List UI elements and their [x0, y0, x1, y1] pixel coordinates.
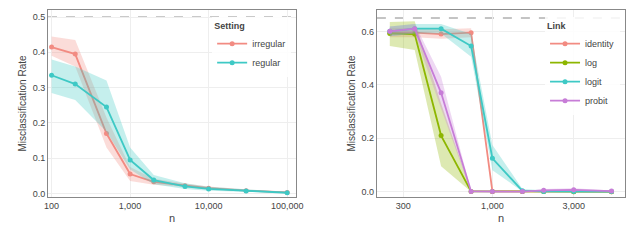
- svg-text:1,000: 1,000: [481, 201, 504, 211]
- svg-text:0.4: 0.4: [362, 80, 375, 90]
- svg-text:300: 300: [396, 201, 411, 211]
- svg-text:0.2: 0.2: [362, 133, 375, 143]
- svg-text:Misclassification Rate: Misclassification Rate: [17, 55, 28, 152]
- svg-text:irregular: irregular: [252, 39, 285, 49]
- svg-text:n: n: [169, 212, 175, 224]
- svg-text:n: n: [498, 212, 504, 224]
- svg-text:0.5: 0.5: [33, 12, 46, 22]
- svg-text:0.6: 0.6: [362, 27, 375, 37]
- svg-text:Misclassification Rate: Misclassification Rate: [346, 55, 357, 152]
- svg-text:Link: Link: [547, 21, 566, 31]
- svg-text:10,000: 10,000: [195, 201, 223, 211]
- svg-text:logit: logit: [585, 77, 602, 87]
- svg-text:0.4: 0.4: [33, 47, 46, 57]
- svg-text:0.0: 0.0: [362, 187, 375, 197]
- svg-text:0.2: 0.2: [33, 118, 46, 128]
- svg-text:100,000: 100,000: [271, 201, 304, 211]
- svg-text:identity: identity: [585, 39, 614, 49]
- svg-text:100: 100: [44, 201, 59, 211]
- svg-text:1,000: 1,000: [119, 201, 142, 211]
- svg-text:0.0: 0.0: [33, 189, 46, 199]
- svg-text:3,000: 3,000: [562, 201, 585, 211]
- svg-text:probit: probit: [585, 96, 608, 106]
- svg-text:0.3: 0.3: [33, 83, 46, 93]
- svg-text:0.1: 0.1: [33, 153, 46, 163]
- svg-text:log: log: [585, 58, 597, 68]
- svg-text:Setting: Setting: [214, 21, 245, 31]
- svg-text:regular: regular: [252, 58, 280, 68]
